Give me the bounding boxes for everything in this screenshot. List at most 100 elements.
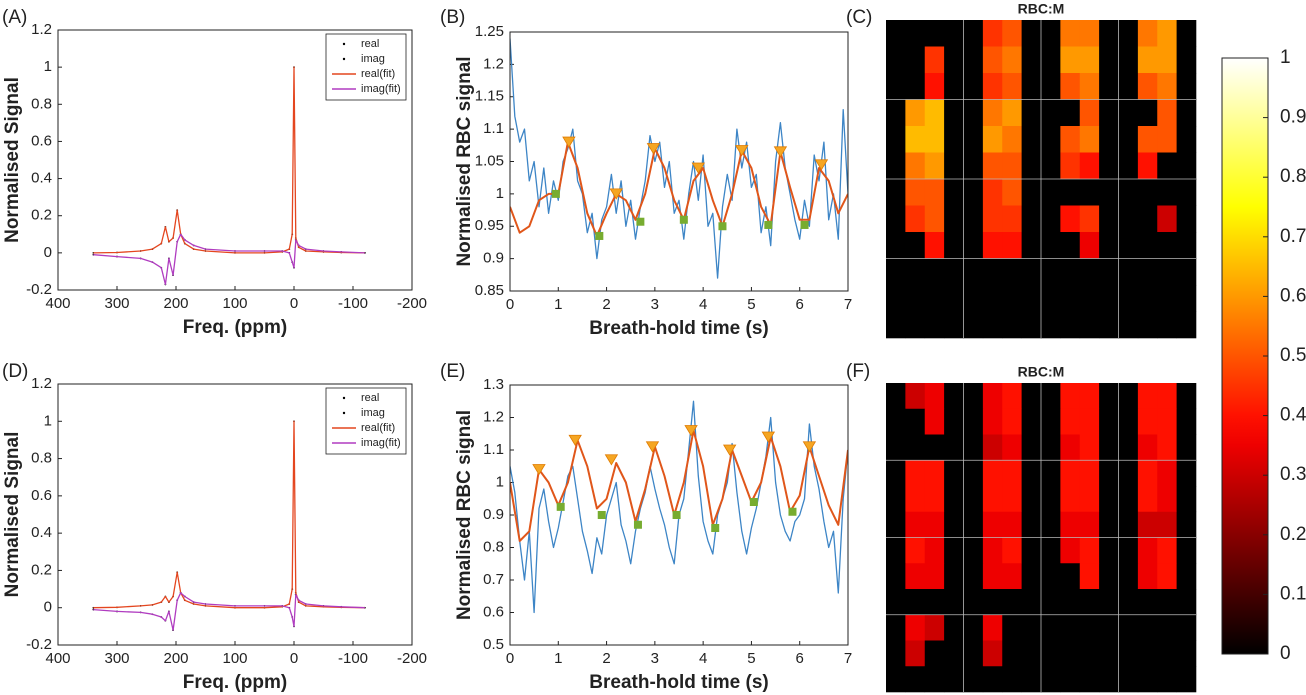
heatmap-cell [944, 20, 964, 47]
series-line [93, 233, 365, 286]
x-tick-label: 4 [699, 650, 707, 667]
y-tick-label: 1.2 [483, 408, 504, 425]
heatmap-cell [1002, 99, 1022, 127]
x-tick-label: 300 [104, 650, 129, 667]
peak-marker [773, 146, 788, 158]
heatmap-cell [1002, 537, 1022, 564]
heatmap-cell [1002, 232, 1022, 259]
heatmap-cell [982, 383, 1003, 410]
heatmap-cell [1099, 460, 1119, 487]
heatmap-cell [1099, 232, 1119, 259]
heatmap-cell [944, 232, 964, 259]
heatmap-cell [886, 46, 906, 74]
heatmap-cell [1021, 73, 1042, 100]
heatmap-cell [982, 434, 1003, 461]
heatmap-cell [1021, 126, 1042, 153]
heatmap-cell [1176, 126, 1197, 153]
heatmap-cell [982, 589, 1003, 616]
legend-label: imag(fit) [361, 83, 401, 95]
heatmap-cell [1021, 460, 1042, 487]
heatmap-cell [944, 614, 964, 641]
heatmap-cell [905, 311, 926, 339]
heatmap-cell [1099, 408, 1119, 435]
heatmap-cell [1021, 179, 1042, 206]
peak-marker [735, 145, 749, 157]
heatmap-cell [1060, 666, 1081, 693]
heatmap-cell [905, 640, 926, 667]
heatmap-cell [886, 179, 906, 206]
heatmap-cell [944, 311, 964, 339]
peak-marker [562, 136, 576, 148]
heatmap-cell [1079, 205, 1100, 233]
heatmap-cell [1137, 460, 1158, 487]
heatmap-cell [886, 614, 906, 641]
heatmap-cell [982, 205, 1003, 233]
heatmap-cell [1099, 589, 1119, 616]
x-tick-label: -100 [338, 295, 368, 312]
plot-area [510, 32, 848, 291]
heatmap-cell [1137, 258, 1158, 286]
heatmap-cell [1118, 563, 1139, 590]
heatmap-cell [924, 460, 945, 487]
heatmap-cell [1157, 563, 1177, 590]
x-tick-label: 6 [796, 296, 804, 313]
heatmap-cell [1157, 486, 1177, 513]
heatmap-cell [905, 20, 926, 47]
heatmap-cell [905, 383, 926, 410]
heatmap-cell [1002, 563, 1022, 590]
heatmap-cell [924, 589, 945, 616]
y-tick-label: 0.2 [31, 207, 52, 224]
legend-swatch [342, 396, 346, 400]
peak-marker [802, 441, 817, 453]
heatmap-cell [1137, 537, 1158, 564]
heatmap-cell [905, 232, 926, 259]
heatmap-cell [982, 408, 1003, 435]
heatmap-cell [1021, 20, 1042, 47]
heatmap-cell [924, 614, 945, 641]
heatmap-cell [1099, 434, 1119, 461]
heatmap-cell [1118, 179, 1139, 206]
heatmap-cell [1118, 589, 1139, 616]
heatmap-cell [944, 434, 964, 461]
x-axis-label: Freq. (ppm) [183, 672, 288, 693]
legend-label: imag [361, 53, 385, 65]
heatmap-cell [944, 486, 964, 513]
heatmap-cell [1137, 46, 1158, 74]
heatmap-cell [982, 640, 1003, 667]
heatmap-cell [886, 640, 906, 667]
heatmap-cell [905, 589, 926, 616]
heatmap-cell [982, 126, 1003, 153]
heatmap-cell [1099, 99, 1119, 127]
heatmap-cell [1099, 126, 1119, 153]
heatmap-cell [1118, 232, 1139, 259]
heatmap-cell [1099, 20, 1119, 47]
y-tick-label: 0.2 [31, 561, 52, 578]
heatmap-cell [1137, 640, 1158, 667]
heatmap-cell [886, 311, 906, 339]
heatmap-cell [963, 73, 984, 100]
heatmap-cell [944, 258, 964, 286]
heatmap-cell [1099, 511, 1119, 538]
heatmap-cell [1021, 434, 1042, 461]
heatmap-cell [924, 99, 945, 127]
heatmap-cell [1002, 258, 1022, 286]
panel-label: (B) [440, 7, 465, 28]
heatmap-cell [1079, 640, 1100, 667]
heatmap-cell [1041, 434, 1061, 461]
y-axis-label: Normalised Signal [2, 432, 23, 598]
heatmap-cell [1021, 205, 1042, 233]
heatmap-cell [1002, 205, 1022, 233]
heatmap-cell [1118, 20, 1139, 47]
heatmap-cell [1041, 511, 1061, 538]
heatmap-cell [905, 614, 926, 641]
heatmap-cell [1137, 126, 1158, 153]
heatmap-cell [1002, 666, 1022, 693]
colorbar-tick-label: 1 [1280, 47, 1291, 68]
heatmap-cell [1118, 311, 1139, 339]
colorbar-tick-label: 0.7 [1280, 226, 1306, 247]
heatmap-cell [963, 99, 984, 127]
heatmap-cell [1041, 614, 1061, 641]
heatmap-cell [944, 179, 964, 206]
heatmap-cell [982, 666, 1003, 693]
y-tick-label: 0.5 [483, 636, 504, 653]
